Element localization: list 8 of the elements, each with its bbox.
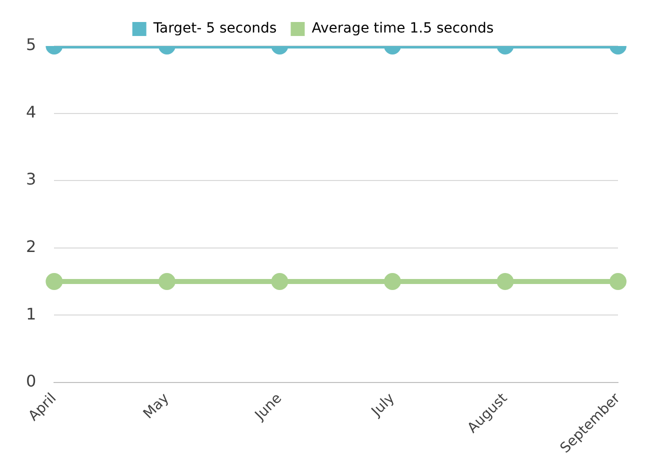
legend-label: Target- 5 seconds [152,20,277,37]
legend-label: Average time 1.5 seconds [312,20,494,37]
y-tick-label: 0 [26,372,36,391]
y-tick-label: 5 [26,35,36,54]
y-tick-label: 4 [26,102,36,122]
y-tick-label: 1 [26,304,36,324]
y-tick-label: 2 [26,237,36,256]
y-tick-label: 3 [26,170,36,189]
